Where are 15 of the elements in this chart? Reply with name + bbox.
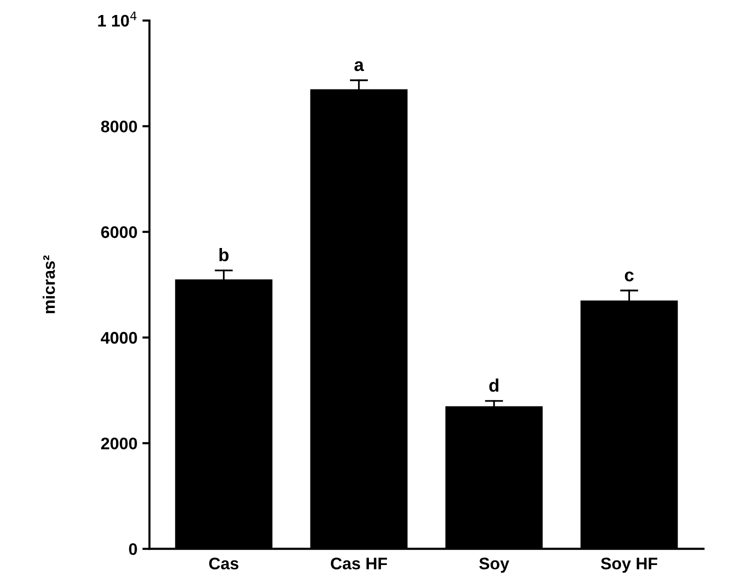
annotation: b (219, 248, 229, 262)
x-tick-label: Cas (209, 558, 238, 570)
y-tick-label: 2000 (101, 438, 137, 450)
x-tick-label: Soy HF (600, 558, 658, 573)
x-tick-label: Cas HF (330, 558, 387, 570)
x-tick-label: Soy (479, 558, 510, 573)
annotation: d (489, 378, 498, 392)
y-tick-label: 4000 (100, 332, 137, 344)
y-tick-label: 6000 (101, 226, 137, 238)
y-tick-label: 8000 (101, 120, 137, 132)
annotation: c (624, 271, 634, 282)
annotation: a (354, 61, 364, 72)
y-tick-label: 1 10$^{4}$ (98, 12, 137, 27)
y-axis-title: micras² (42, 255, 55, 314)
y-tick-label: 0 (129, 543, 137, 556)
